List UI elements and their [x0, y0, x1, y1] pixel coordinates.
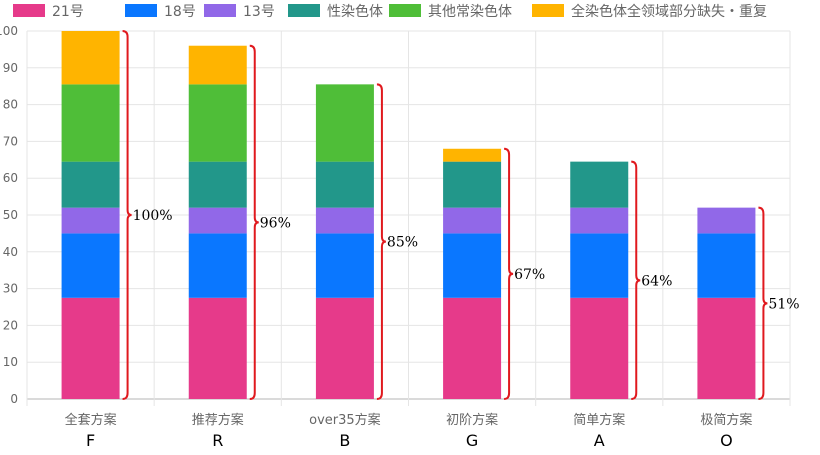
x-category-label: 全套方案: [65, 412, 117, 428]
x-category-label: 推荐方案: [192, 412, 244, 428]
total-percent-label: 85%: [387, 235, 418, 251]
bar-segment: [188, 233, 247, 298]
y-tick-label: 0: [10, 392, 18, 406]
bar-segment: [315, 233, 374, 298]
y-tick-label: 50: [3, 208, 18, 222]
bar-segment: [443, 297, 502, 399]
bar-segment: [443, 161, 502, 208]
legend-label: 其他常染色体: [428, 3, 512, 20]
total-bracket: [758, 206, 768, 400]
y-tick-label: 100: [0, 24, 18, 38]
legend-label: 全染色体全领域部分缺失・重复: [571, 3, 767, 20]
total-percent-label: 67%: [514, 267, 545, 283]
bar-segment: [443, 207, 502, 234]
bar-segment: [570, 207, 629, 234]
bar-segment: [188, 207, 247, 234]
total-percent-label: 96%: [260, 215, 291, 231]
y-tick-label: 80: [3, 98, 18, 112]
legend-label: 13号: [243, 4, 275, 20]
legend-label: 性染色体: [327, 3, 383, 20]
legend-label: 21号: [52, 4, 84, 20]
bar-segment: [61, 297, 120, 399]
total-bracket: [122, 30, 132, 400]
legend-swatch: [389, 4, 421, 17]
legend-swatch: [288, 4, 320, 17]
total-bracket: [631, 160, 641, 400]
x-category-label: 极简方案: [700, 412, 752, 428]
y-tick-label: 10: [3, 355, 18, 369]
bar-segment: [188, 297, 247, 399]
bar-segment: [61, 233, 120, 298]
x-category-code: G: [466, 431, 478, 450]
legend-swatch: [204, 4, 236, 17]
y-tick-label: 20: [3, 318, 18, 332]
bar-segment: [61, 84, 120, 162]
x-category-label: over35方案: [309, 412, 381, 428]
total-percent-label: 100%: [133, 208, 173, 224]
x-category-label: 初阶方案: [446, 412, 498, 428]
bar-segment: [443, 233, 502, 298]
x-category-code: O: [720, 431, 733, 450]
bar-segment: [570, 297, 629, 399]
bar-segment: [570, 161, 629, 208]
bar-segment: [443, 148, 502, 162]
x-category-code: F: [86, 431, 95, 450]
x-category-label: 简单方案: [573, 412, 625, 428]
y-tick-label: 30: [3, 282, 18, 296]
bar-segment: [188, 161, 247, 208]
total-bracket: [504, 147, 514, 400]
bar-segment: [570, 233, 629, 298]
total-percent-label: 64%: [641, 273, 672, 289]
bar-segment: [315, 297, 374, 399]
legend-label: 18号: [164, 4, 196, 20]
total-bracket: [249, 44, 259, 400]
bar-segment: [697, 297, 756, 399]
y-tick-label: 40: [3, 245, 18, 259]
y-tick-label: 60: [3, 171, 18, 185]
y-axis: 0 10 20 30 40 50 60 70 80 90 100: [0, 24, 18, 406]
legend-swatch: [13, 4, 45, 17]
bar-segment: [188, 45, 247, 85]
bar-segment: [315, 84, 374, 162]
total-bracket: [376, 83, 386, 400]
legend-swatch: [532, 4, 564, 17]
total-percent-label: 51%: [768, 296, 799, 312]
bar-segment: [697, 233, 756, 298]
x-category-code: A: [594, 431, 605, 450]
y-tick-label: 90: [3, 61, 18, 75]
x-category-code: R: [212, 431, 223, 450]
legend: 21号 18号 13号 性染色体 其他常染色体 全染色体全领域部分缺失・重复: [13, 3, 767, 20]
bar-segment: [697, 207, 756, 234]
y-tick-label: 70: [3, 134, 18, 148]
bars: [61, 31, 756, 399]
bar-segment: [315, 161, 374, 208]
legend-swatch: [125, 4, 157, 17]
bar-segment: [61, 31, 120, 85]
x-category-code: B: [339, 431, 350, 450]
bar-segment: [315, 207, 374, 234]
grid-lines: [26, 30, 791, 406]
bar-segment: [188, 84, 247, 162]
bar-segment: [61, 207, 120, 234]
bar-segment: [61, 161, 120, 208]
